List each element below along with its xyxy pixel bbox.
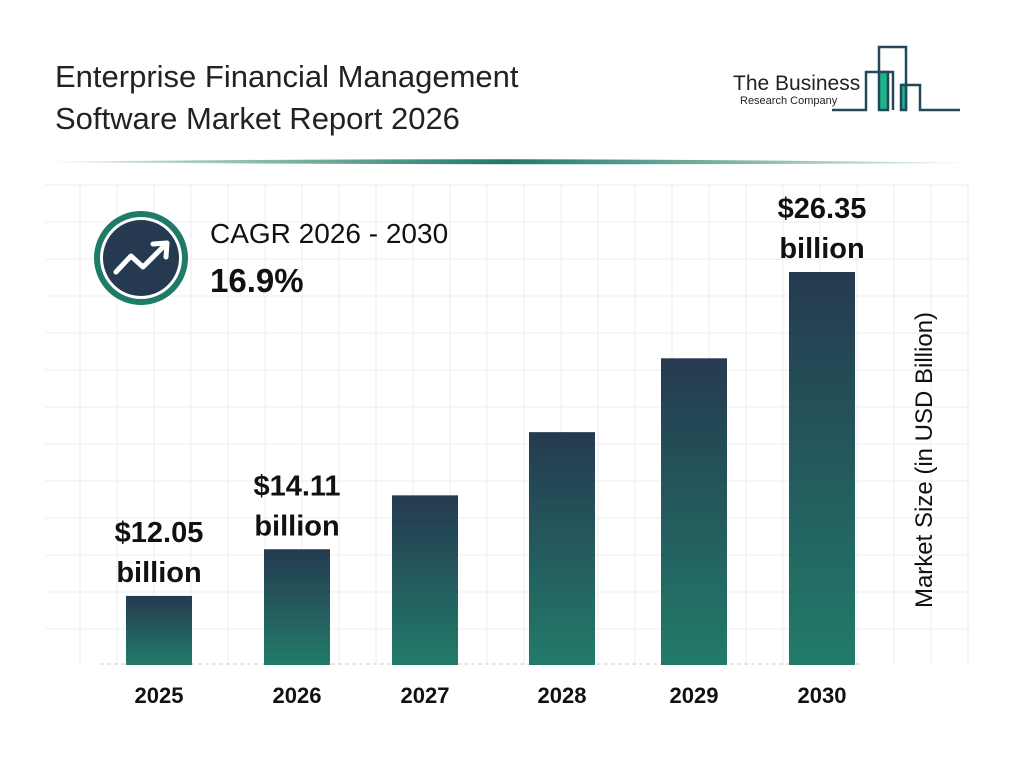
logo-graphic [832,45,960,112]
x-tick-label: 2027 [401,683,450,708]
x-tick-label: 2025 [135,683,184,708]
page-title: Enterprise Financial Management Software… [55,56,519,140]
cagr-label: CAGR 2026 - 2030 [210,218,449,249]
cagr-value: 16.9% [210,262,304,299]
data-label-unit: billion [116,557,201,589]
x-tick-label: 2030 [798,683,847,708]
bar-2025 [126,595,192,665]
logo-text-line-1: The Business [733,72,861,95]
data-label-value: $14.11 [253,470,340,502]
title-line-2: Software Market Report 2026 [55,101,460,136]
bar-2027 [392,495,458,665]
title-line-1: Enterprise Financial Management [55,59,519,94]
bar-2030 [789,272,855,665]
data-label-value: $12.05 [115,517,204,549]
data-label-value: $26.35 [778,193,867,225]
data-label-unit: billion [254,510,339,542]
data-label-unit: billion [779,233,864,265]
x-tick-label: 2028 [538,683,587,708]
bar-2028 [529,432,595,665]
bar-2029 [661,358,727,665]
x-tick-label: 2026 [273,683,322,708]
trending-up-icon [94,211,188,305]
y-axis-label: Market Size (in USD Billion) [911,311,938,609]
x-tick-label: 2029 [670,683,719,708]
bar-2026 [264,549,330,665]
header-divider [40,159,970,165]
logo-text-line-2: Research Company [740,95,838,107]
